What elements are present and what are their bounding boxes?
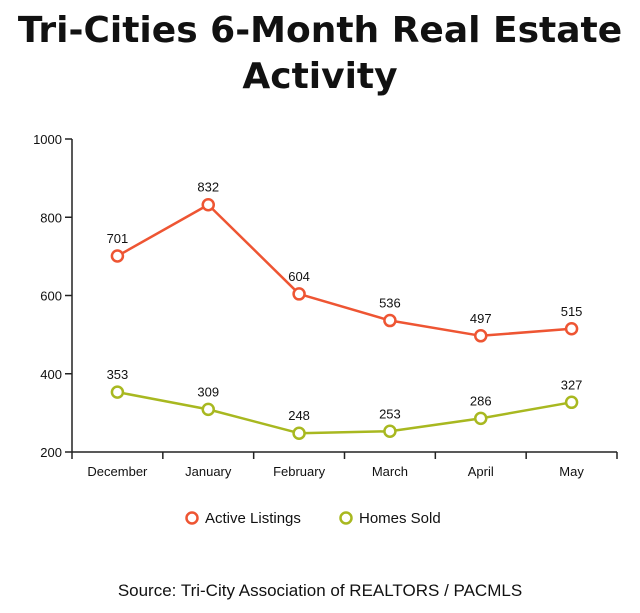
data-label: 327 [561, 377, 583, 392]
data-point[interactable] [383, 424, 397, 439]
data-label: 515 [561, 304, 583, 319]
series-active-listings: 701 832 604 536 497 515 [107, 180, 583, 343]
legend-marker [339, 511, 353, 525]
x-tick-label: May [559, 464, 584, 479]
data-point[interactable] [292, 426, 306, 440]
data-point[interactable] [201, 197, 215, 212]
series-line [116, 203, 572, 338]
chart-title: Tri-Cities 6-Month Real Estate Activity [0, 8, 640, 100]
legend-item-active-listings[interactable]: Active Listings [185, 510, 301, 527]
data-point[interactable] [110, 385, 125, 399]
x-tick-label: January [185, 464, 232, 479]
chart-legend: Active Listings Homes Sold [185, 510, 441, 527]
chart-axes: 200 400 600 800 1000 December January February M… [33, 132, 618, 479]
legend-item-homes-sold[interactable]: Homes Sold [339, 510, 441, 527]
x-tick-label: February [273, 464, 326, 479]
data-point[interactable] [564, 322, 579, 336]
data-point[interactable] [292, 287, 306, 301]
data-point[interactable] [474, 329, 488, 343]
source-note: Source: Tri-City Association of REALTORS… [117, 581, 523, 600]
legend-label: Homes Sold [359, 510, 441, 527]
series-line [117, 390, 572, 435]
x-tick-label: December [87, 464, 148, 479]
data-point[interactable] [201, 402, 215, 417]
y-tick-label: 1000 [33, 132, 62, 147]
data-label: 253 [379, 406, 401, 421]
data-point[interactable] [110, 249, 125, 263]
data-point[interactable] [474, 411, 488, 426]
data-label: 604 [288, 269, 310, 284]
data-label: 286 [470, 393, 492, 408]
chart-title-line-1: Tri-Cities 6-Month Real Estate [17, 10, 623, 51]
chart-title-line-2: Activity [242, 56, 398, 97]
legend-label: Active Listings [205, 510, 301, 527]
y-tick-label: 600 [40, 289, 62, 304]
data-label: 832 [197, 180, 219, 195]
series-homes-sold: 353 309 248 253 286 327 [107, 367, 583, 440]
data-label: 248 [288, 408, 310, 423]
chart-series: 701 832 604 536 497 515 353 309 248 253 286 327 [107, 180, 583, 440]
y-tick-label: 400 [40, 367, 62, 382]
y-tick-label: 800 [40, 210, 62, 225]
data-point[interactable] [564, 395, 579, 410]
data-label: 309 [197, 384, 219, 399]
x-tick-label: March [372, 464, 408, 479]
data-label: 536 [379, 296, 401, 311]
x-tick-label: April [468, 464, 494, 479]
data-label: 497 [470, 311, 492, 326]
legend-marker [185, 511, 199, 525]
data-label: 701 [107, 231, 129, 246]
y-tick-label: 200 [40, 445, 62, 460]
data-label: 353 [107, 367, 129, 382]
data-point[interactable] [383, 313, 397, 328]
